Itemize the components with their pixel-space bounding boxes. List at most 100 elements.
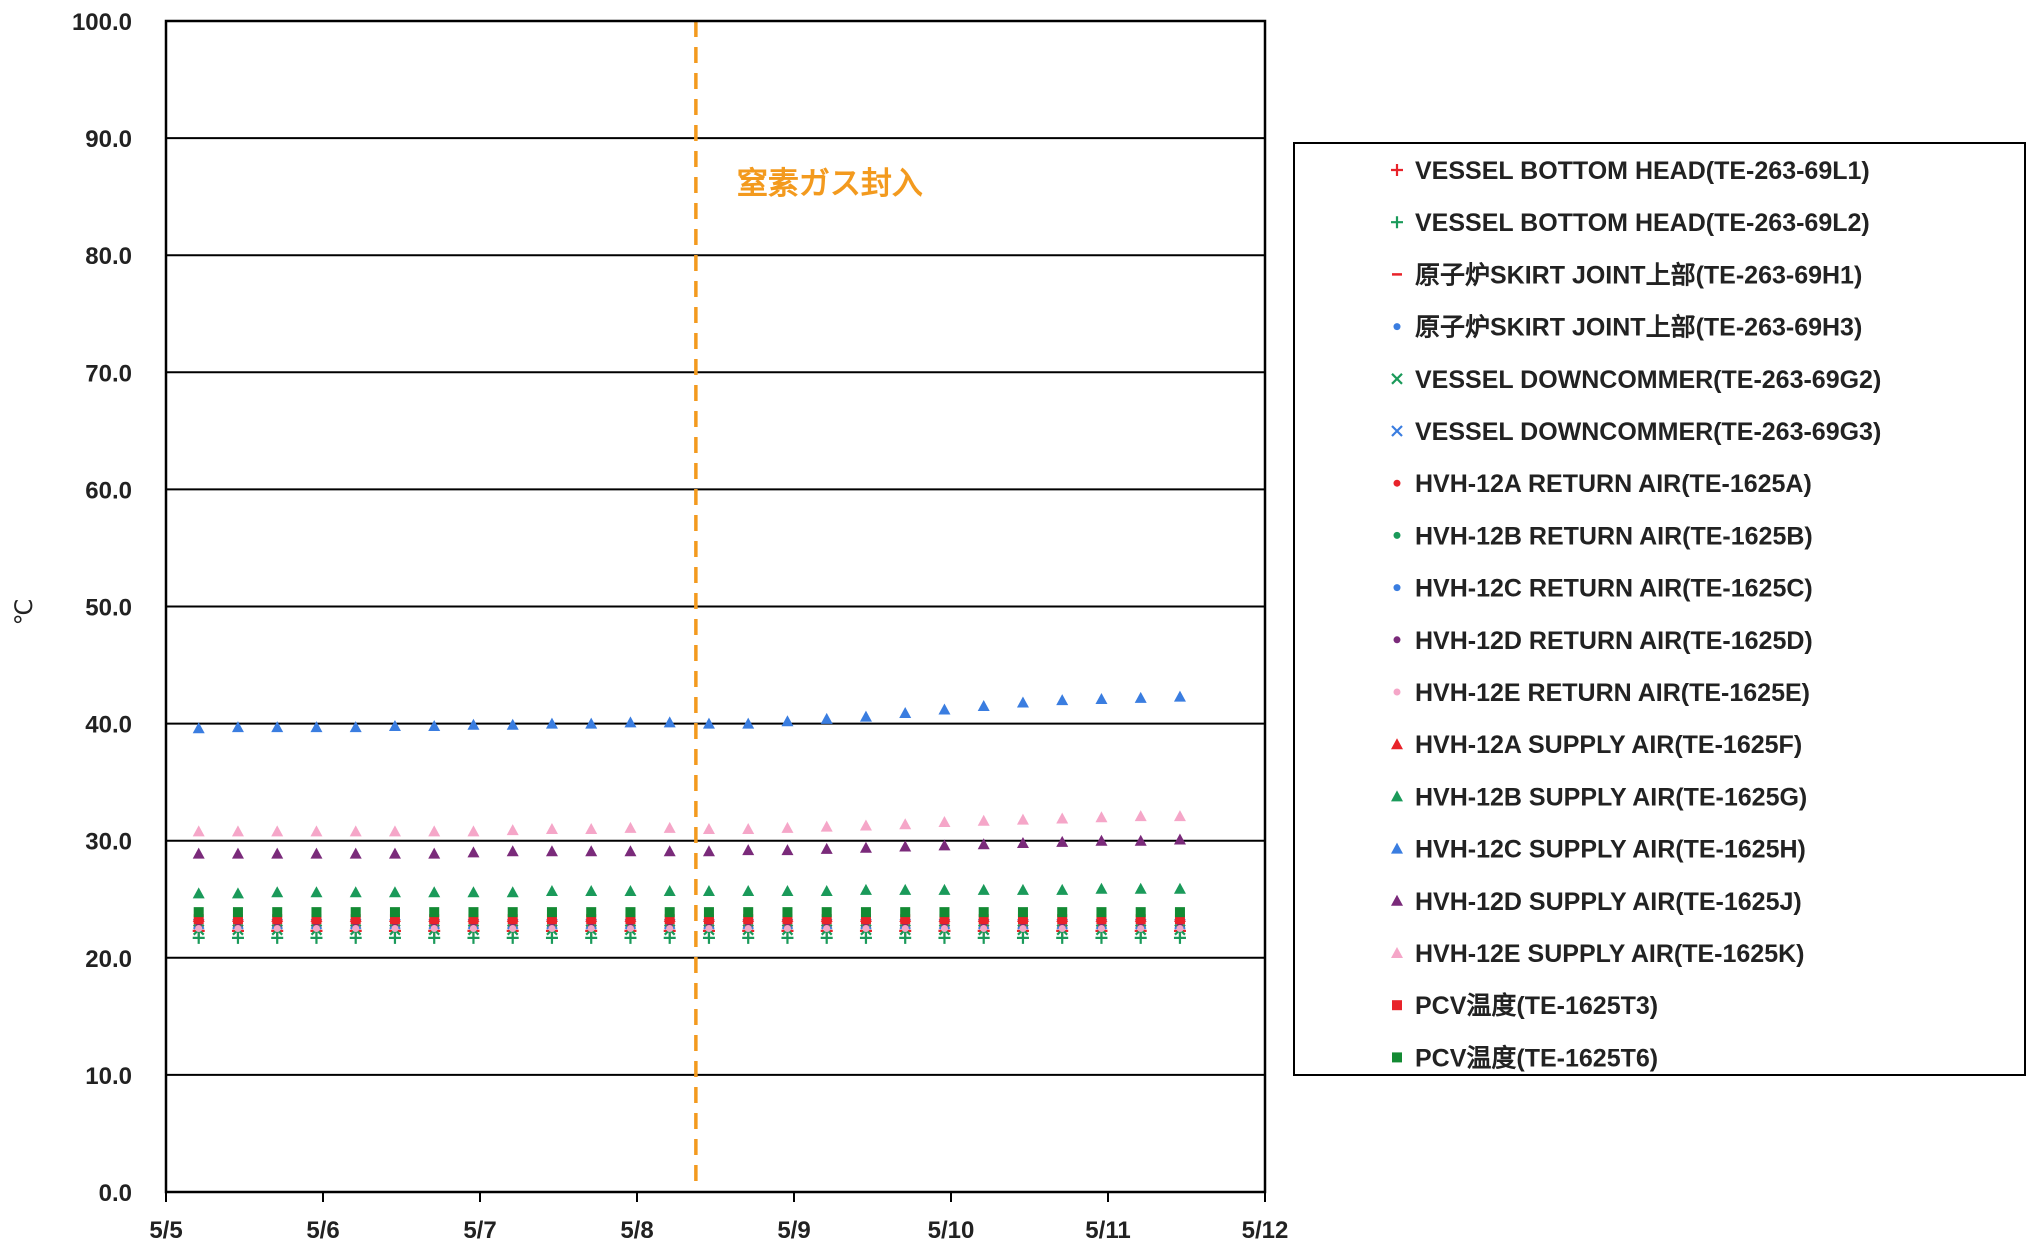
data-point [977, 700, 990, 712]
x-tick-label: 5/11 [1085, 1217, 1130, 1243]
legend-label: VESSEL BOTTOM HEAD(TE-263-69L2) [1415, 209, 1870, 237]
data-point [820, 885, 833, 897]
legend-item: HVH-12E RETURN AIR(TE-1625E) [1393, 679, 1810, 707]
data-point [938, 839, 951, 851]
data-point [705, 925, 713, 933]
data-point [1057, 914, 1068, 925]
data-point [1134, 691, 1147, 703]
data-point [232, 907, 243, 918]
legend-item: 原子炉SKIRT JOINT上部(TE-263-69H3) [1393, 313, 1862, 342]
data-point [742, 717, 755, 729]
legend-label: HVH-12B RETURN AIR(TE-1625B) [1415, 522, 1813, 550]
data-point [192, 825, 205, 837]
data-point [1134, 834, 1147, 846]
data-point [1096, 914, 1107, 925]
legend-item: VESSEL BOTTOM HEAD(TE-263-69L1) [1391, 157, 1870, 185]
data-point [1095, 693, 1108, 705]
data-point [860, 914, 871, 925]
legend-item: HVH-12C RETURN AIR(TE-1625C) [1393, 575, 1813, 603]
x-tick-label: 5/5 [149, 1217, 182, 1243]
legend-item: HVH-12B SUPPLY AIR(TE-1625G) [1391, 783, 1807, 811]
legend-label: 原子炉SKIRT JOINT上部(TE-263-69H1) [1415, 260, 1862, 289]
series-0 [192, 924, 1186, 937]
data-point [666, 925, 674, 933]
data-point [859, 931, 872, 944]
legend-marker [1391, 164, 1403, 176]
data-point [585, 931, 598, 944]
data-point [506, 931, 519, 944]
annotation-layer: 窒素ガス封入 [694, 21, 923, 1192]
data-point [349, 847, 362, 859]
series-9 [195, 919, 1184, 927]
legend-item: PCV温度(TE-1625T3) [1392, 991, 1658, 1020]
data-point [742, 885, 755, 897]
legend-marker [1392, 1000, 1402, 1011]
data-point [1016, 931, 1029, 944]
data-point [272, 914, 283, 925]
data-point [312, 925, 320, 933]
legend-item: VESSEL DOWNCOMMER(TE-263-69G2) [1391, 366, 1881, 394]
data-point [585, 885, 598, 897]
data-point [1174, 914, 1185, 925]
legend: VESSEL BOTTOM HEAD(TE-263-69L1) VESSEL BO… [1293, 142, 2026, 1076]
series-3 [195, 922, 1184, 930]
legend-label: HVH-12C RETURN AIR(TE-1625C) [1415, 575, 1813, 603]
data-point [1095, 931, 1108, 944]
x-tick-label: 5/12 [1242, 1217, 1289, 1243]
data-point [899, 818, 912, 830]
legend-item: HVH-12D SUPPLY AIR(TE-1625J) [1391, 888, 1802, 916]
data-point [781, 931, 794, 944]
data-point [1016, 883, 1029, 895]
legend-item: HVH-12A RETURN AIR(TE-1625A) [1393, 470, 1812, 498]
data-point [469, 925, 477, 933]
data-point [506, 845, 519, 857]
data-point [349, 931, 362, 944]
data-point [350, 907, 361, 918]
data-point [899, 707, 912, 719]
data-point [1058, 925, 1066, 933]
series-15 [192, 810, 1186, 837]
data-point [231, 931, 244, 944]
data-point [783, 925, 791, 933]
data-point [742, 844, 755, 856]
series-11 [192, 910, 1186, 922]
data-point [506, 718, 519, 730]
plot-area-border [164, 19, 1267, 1194]
data-point [310, 721, 323, 733]
data-point [899, 883, 912, 895]
data-point [977, 838, 990, 850]
data-point [467, 718, 480, 730]
data-point [1097, 925, 1105, 933]
data-point [624, 845, 637, 857]
data-point [545, 931, 558, 944]
legend-label: VESSEL DOWNCOMMER(TE-263-69G2) [1415, 366, 1881, 394]
data-point [429, 914, 440, 925]
x-tick-label: 5/7 [463, 1217, 496, 1243]
data-point [587, 925, 595, 933]
x-tick-label: 5/10 [928, 1217, 975, 1243]
data-point [389, 907, 400, 918]
data-point [742, 931, 755, 944]
x-tick-label: 5/9 [777, 1217, 810, 1243]
series-10 [195, 925, 1184, 933]
data-point [1134, 882, 1147, 894]
data-point [703, 907, 714, 918]
data-point [468, 907, 479, 918]
data-point [192, 887, 205, 899]
data-point [1135, 907, 1146, 918]
data-point [980, 925, 988, 933]
legend-marker [1393, 584, 1401, 592]
data-point [1017, 907, 1028, 918]
data-point [231, 887, 244, 899]
data-point [939, 914, 950, 925]
data-point [860, 907, 871, 918]
data-point [663, 845, 676, 857]
data-point [1137, 925, 1145, 933]
data-point [899, 840, 912, 852]
series-17 [193, 907, 1185, 918]
data-point [586, 914, 597, 925]
data-point [193, 907, 204, 918]
data-point [664, 914, 675, 925]
data-point [782, 914, 793, 925]
data-point [940, 925, 948, 933]
